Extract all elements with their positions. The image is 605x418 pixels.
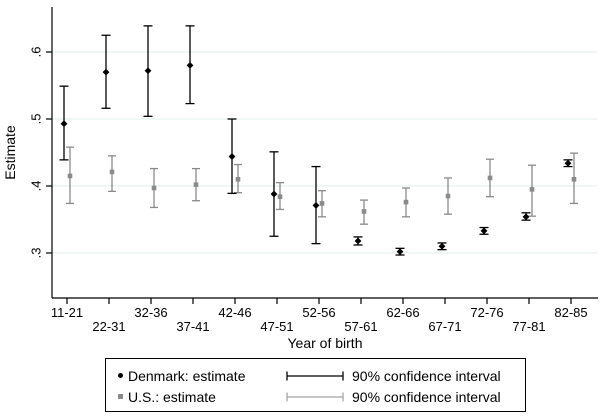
x-axis-title: Year of birth (288, 335, 363, 351)
x-tick-label: 72-76 (470, 305, 503, 320)
marker-denmark (564, 159, 572, 167)
x-tick-label: 52-56 (302, 305, 335, 320)
x-tick-label: 67-71 (428, 319, 461, 334)
x-tick-label: 22-31 (92, 319, 125, 334)
marker-denmark (228, 153, 236, 160)
x-tick-label: 57-61 (344, 319, 377, 334)
y-tick-label: .5 (28, 114, 43, 125)
marker-us (361, 209, 367, 214)
marker-us (151, 185, 157, 191)
x-tick-label: 32-36 (134, 305, 167, 320)
marker-us (403, 199, 409, 205)
marker-us (319, 201, 325, 206)
marker-us (487, 175, 493, 181)
y-tick-label: .4 (28, 181, 43, 192)
marker-denmark (186, 62, 194, 69)
marker-denmark (522, 213, 530, 221)
marker-denmark (438, 242, 446, 250)
marker-us (529, 187, 535, 192)
marker-denmark (270, 190, 278, 198)
marker-us (571, 177, 577, 182)
x-tick-label: 82-85 (554, 305, 587, 320)
marker-denmark (102, 68, 110, 76)
marker-denmark (354, 237, 362, 245)
chart-canvas: .3 .4 .5 .6 11-21 22-31 32-36 37-41 42-46 47-51 52… (2, 7, 598, 351)
ci-errorbar-black-icon (286, 371, 344, 380)
marker-us (445, 193, 451, 199)
marker-denmark (480, 227, 488, 235)
x-tick-label: 37-41 (176, 319, 209, 334)
marker-denmark (60, 120, 68, 128)
legend-label-denmark: Denmark: estimate (128, 367, 246, 384)
x-tick-label: 42-46 (218, 305, 251, 320)
legend-label-us: U.S.: estimate (128, 388, 216, 405)
denmark-dot-icon (112, 373, 128, 378)
marker-us (109, 169, 115, 175)
marker-denmark (396, 248, 404, 256)
ci-errorbar-gray-icon (286, 392, 344, 401)
marker-denmark (312, 202, 320, 209)
marker-denmark (144, 67, 152, 75)
x-tick-label: 47-51 (260, 319, 293, 334)
y-tick-label: .6 (28, 47, 43, 58)
us-square-icon (112, 394, 128, 399)
legend-row-us: U.S.: estimate 90% confidence interval (106, 386, 525, 407)
y-axis-title: Estimate (2, 125, 18, 180)
marker-us (277, 194, 283, 200)
legend-label-ci-us: 90% confidence interval (352, 388, 501, 405)
y-tick-label: .3 (28, 248, 43, 259)
x-tick-label: 62-66 (386, 305, 419, 320)
x-tick-label: 11-21 (51, 305, 83, 320)
legend-label-ci-denmark: 90% confidence interval (352, 367, 501, 384)
marker-us (193, 182, 199, 187)
marker-us (67, 173, 73, 179)
marker-us (235, 177, 241, 182)
legend: Denmark: estimate 90% confidence interva… (105, 358, 526, 412)
x-tick-label: 77-81 (512, 319, 545, 334)
legend-row-denmark: Denmark: estimate 90% confidence interva… (106, 365, 525, 386)
